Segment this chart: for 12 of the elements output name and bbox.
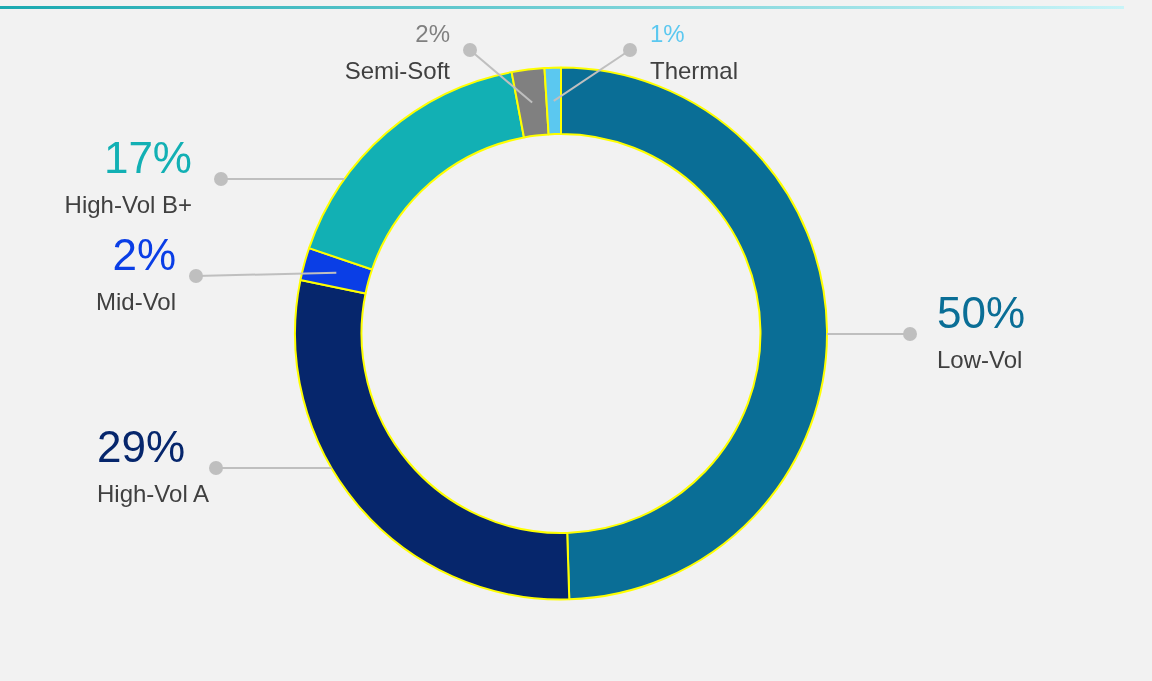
slice-label: Semi-Soft	[344, 57, 451, 84]
data-label: 2%	[415, 20, 450, 47]
data-label: 2%	[112, 230, 176, 279]
slice-label: Thermal	[650, 57, 739, 84]
data-label: 50%	[937, 288, 1026, 337]
slice-label: Mid-Vol	[95, 288, 176, 315]
slice-label: High-Vol A	[97, 480, 210, 507]
data-label: 29%	[97, 422, 186, 471]
slice-label: High-Vol B+	[64, 191, 192, 218]
data-label: 1%	[650, 20, 685, 47]
data-label: 17%	[103, 133, 192, 182]
slice-label: Low-Vol	[937, 346, 1023, 373]
